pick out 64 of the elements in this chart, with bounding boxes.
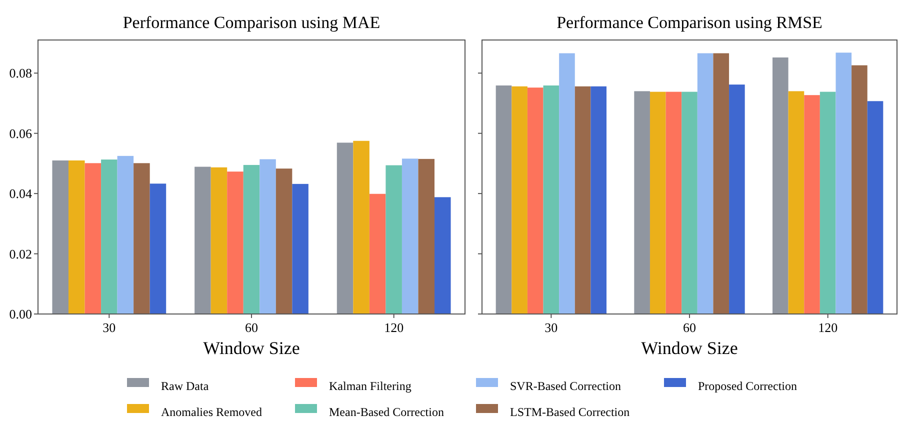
bar bbox=[336, 142, 354, 314]
bar bbox=[402, 158, 418, 314]
legend-label: LSTM-Based Correction bbox=[510, 405, 630, 419]
x-tick-label: 60 bbox=[683, 320, 696, 335]
bar bbox=[820, 92, 836, 314]
bar bbox=[194, 166, 211, 314]
y-tick-label: 0.04 bbox=[9, 186, 32, 202]
bar bbox=[292, 184, 308, 314]
bar bbox=[527, 88, 544, 314]
bar bbox=[666, 92, 682, 314]
bar bbox=[260, 159, 276, 314]
bar bbox=[574, 86, 591, 314]
bar bbox=[729, 84, 745, 314]
bar bbox=[852, 65, 868, 314]
bar bbox=[772, 57, 788, 314]
x-tick-label: 60 bbox=[245, 320, 258, 335]
x-tick-label: 120 bbox=[384, 320, 404, 335]
bar bbox=[210, 167, 228, 314]
legend-label: SVR-Based Correction bbox=[510, 379, 621, 393]
bar bbox=[243, 164, 260, 314]
bar bbox=[386, 165, 402, 314]
bar bbox=[84, 163, 102, 314]
bar bbox=[134, 163, 150, 314]
bar bbox=[418, 158, 434, 314]
x-axis-title: Window Size bbox=[641, 338, 738, 358]
x-tick-label: 30 bbox=[544, 320, 558, 335]
chart-title: Performance Comparison using RMSE bbox=[556, 13, 822, 32]
x-tick-label: 120 bbox=[818, 320, 838, 335]
legend-label: Mean-Based Correction bbox=[329, 405, 444, 419]
y-tick-label: 0.08 bbox=[9, 66, 32, 81]
bar bbox=[697, 53, 714, 314]
bar bbox=[496, 85, 512, 314]
bar bbox=[369, 194, 386, 314]
bar bbox=[713, 53, 730, 314]
bar bbox=[590, 86, 606, 314]
legend-label: Kalman Filtering bbox=[329, 379, 412, 393]
bar bbox=[682, 92, 698, 314]
bar bbox=[788, 91, 804, 314]
y-tick-label: 0.06 bbox=[9, 126, 32, 141]
bar bbox=[52, 160, 68, 314]
bar bbox=[227, 172, 244, 314]
bar bbox=[68, 160, 85, 314]
bar bbox=[650, 92, 666, 314]
y-tick-label: 0.02 bbox=[9, 246, 32, 262]
bar bbox=[117, 156, 134, 314]
bar bbox=[434, 197, 451, 314]
bar bbox=[634, 91, 650, 314]
bar bbox=[276, 168, 292, 314]
x-tick-label: 30 bbox=[102, 320, 116, 335]
bar bbox=[559, 53, 575, 314]
bar bbox=[353, 140, 370, 314]
bar bbox=[101, 160, 118, 314]
bar bbox=[543, 85, 560, 314]
bar bbox=[836, 52, 852, 314]
legend-label: Proposed Correction bbox=[698, 379, 797, 393]
bar bbox=[867, 101, 884, 314]
bar bbox=[150, 184, 166, 314]
legend-label: Anomalies Removed bbox=[161, 405, 262, 419]
y-tick-label: 0.00 bbox=[9, 306, 32, 322]
chart-title: Performance Comparison using MAE bbox=[122, 13, 380, 32]
bar bbox=[804, 95, 820, 314]
bar bbox=[512, 86, 528, 314]
x-axis-title: Window Size bbox=[203, 338, 300, 358]
legend-label: Raw Data bbox=[161, 379, 210, 393]
